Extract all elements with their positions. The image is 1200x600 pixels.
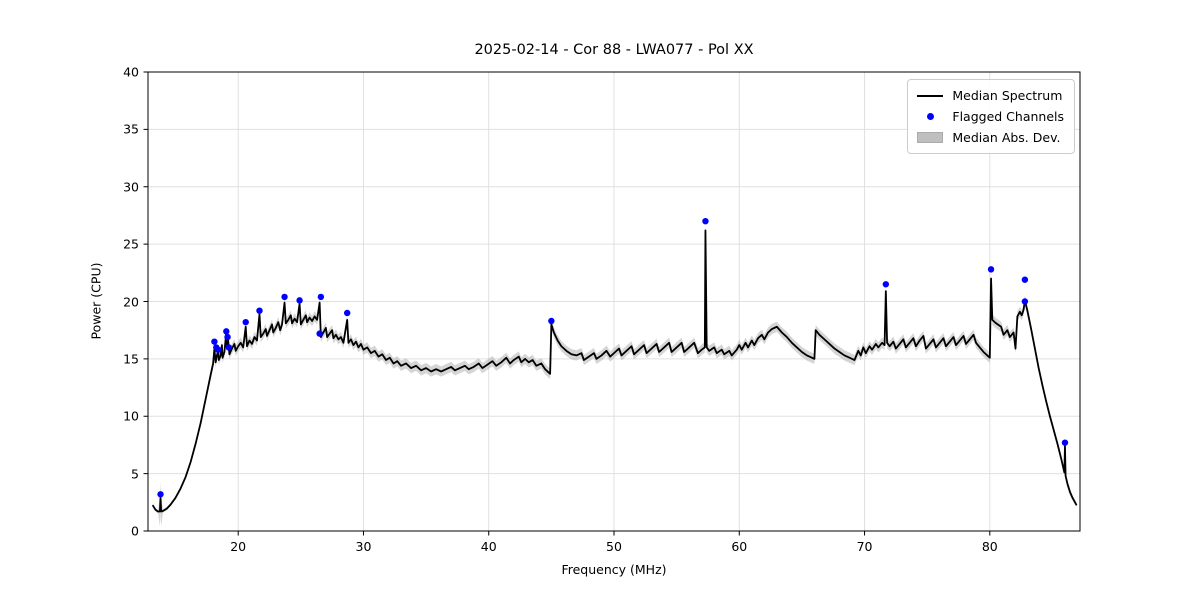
flagged-channel-point xyxy=(548,317,555,325)
x-tick-label: 70 xyxy=(856,539,873,554)
legend-entry-median-abs-dev: Median Abs. Dev. xyxy=(916,129,1064,146)
legend-entry-flagged-channels: Flagged Channels xyxy=(916,108,1064,125)
flagged-channel-point xyxy=(316,330,323,337)
flagged-channel-point xyxy=(317,293,325,301)
y-tick-label: 0 xyxy=(131,523,139,539)
flagged-channel-point xyxy=(296,297,303,304)
y-axis-label: Power (CPU) xyxy=(88,262,104,340)
flagged-channel-point xyxy=(211,338,218,345)
flagged-channel-point xyxy=(242,318,249,326)
legend-label: Flagged Channels xyxy=(952,109,1064,124)
x-tick-label: 50 xyxy=(606,539,622,554)
band-swatch-icon xyxy=(916,132,944,143)
legend: Median Spectrum Flagged Channels Median … xyxy=(907,79,1075,154)
x-tick-label: 80 xyxy=(981,539,998,554)
y-tick-label: 20 xyxy=(123,294,139,309)
legend-label: Median Abs. Dev. xyxy=(952,130,1061,145)
x-tick-label: 20 xyxy=(230,539,247,554)
flagged-channel-point xyxy=(1021,276,1029,283)
flagged-channel-point xyxy=(987,266,995,273)
flagged-channel-point xyxy=(1061,439,1069,446)
legend-entry-median-spectrum: Median Spectrum xyxy=(916,87,1064,104)
y-tick-label: 35 xyxy=(123,121,139,137)
flagged-channel-point xyxy=(224,333,231,341)
median-abs-dev-band xyxy=(153,225,1077,527)
flagged-channel-point xyxy=(223,328,230,335)
flagged-channel-point xyxy=(702,217,709,225)
flagged-channel-point xyxy=(256,307,263,314)
x-tick-label: 40 xyxy=(480,539,497,554)
dot-swatch-icon xyxy=(916,113,944,120)
flagged-channel-point xyxy=(157,491,164,498)
y-tick-label: 40 xyxy=(123,64,139,80)
y-tick-label: 25 xyxy=(123,236,139,252)
y-tick-label: 30 xyxy=(123,179,139,195)
flagged-channel-point xyxy=(281,293,288,301)
flagged-channel-point xyxy=(343,309,351,317)
flagged-channel-point xyxy=(225,344,232,351)
line-swatch-icon xyxy=(916,94,944,97)
y-tick-label: 15 xyxy=(123,351,139,367)
x-tick-label: 30 xyxy=(355,539,372,554)
x-tick-label: 60 xyxy=(731,539,748,554)
flagged-channel-point xyxy=(214,346,222,353)
y-tick-label: 5 xyxy=(131,466,139,482)
plot-title: 2025-02-14 - Cor 88 - LWA077 - Pol XX xyxy=(474,42,754,58)
flagged-channel-point xyxy=(1021,298,1029,305)
y-tick-label: 10 xyxy=(123,408,139,424)
x-axis-label: Frequency (MHz) xyxy=(561,562,667,577)
flagged-channel-point xyxy=(882,281,890,288)
legend-label: Median Spectrum xyxy=(952,88,1063,103)
median-spectrum-line xyxy=(152,229,1078,513)
